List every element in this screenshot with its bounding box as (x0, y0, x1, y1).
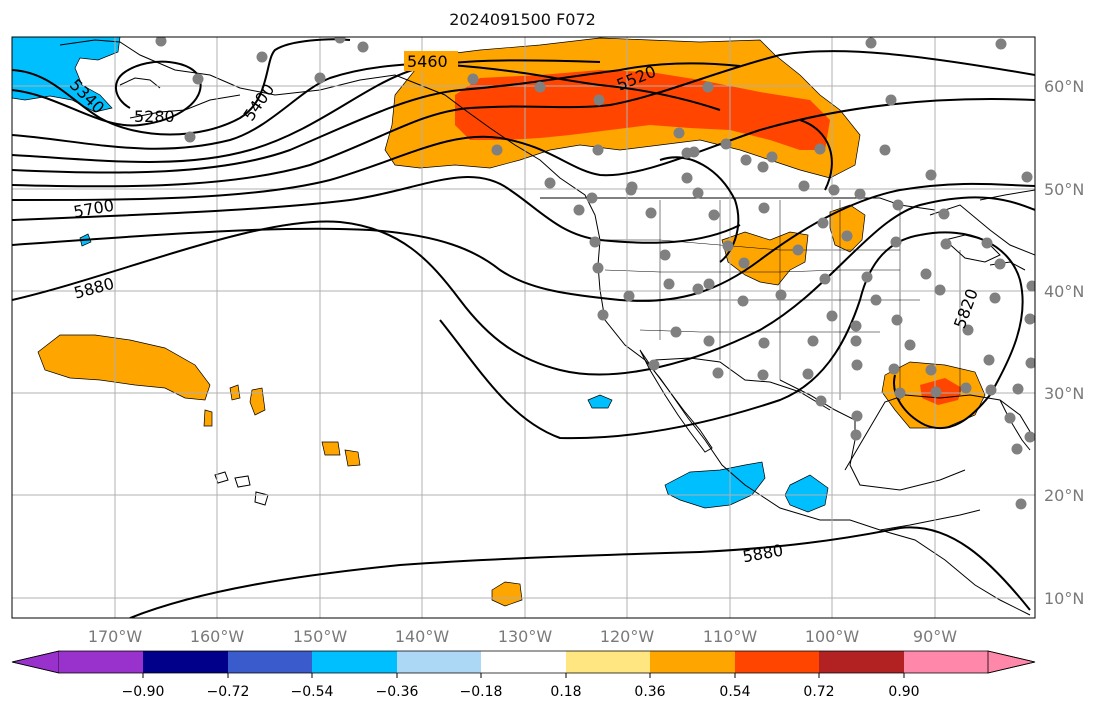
contour-label-5460: 5460 (407, 52, 448, 71)
colorbar-segment (228, 651, 312, 673)
contour-5340 (12, 38, 351, 136)
colorbar-segment (904, 651, 988, 673)
colorbar-segment (566, 651, 650, 673)
height-contour-layer (12, 38, 1035, 618)
colorbar-tick-label: 0.36 (634, 684, 665, 700)
contour-label-5280: 5280 (134, 107, 175, 126)
lon-label-170w: 170°W (88, 627, 143, 646)
lon-label-140w: 140°W (395, 627, 450, 646)
lat-label-40: 40°N (1044, 282, 1084, 301)
lon-label-130w: 130°W (498, 627, 553, 646)
contour-5520 (12, 62, 741, 174)
longitude-labels: 170°W 160°W 150°W 140°W 130°W 120°W 110°… (88, 627, 957, 646)
contour-5880-south (129, 526, 1031, 618)
lon-label-100w: 100°W (805, 627, 860, 646)
colorbar-tick-label: 0.54 (719, 684, 750, 700)
lat-label-20: 20°N (1044, 486, 1084, 505)
lon-label-160w: 160°W (190, 627, 245, 646)
colorbar-tick-label: −0.90 (122, 684, 165, 700)
map-panel: 5460 5520 5340 5280 5400 5700 5880 5880 … (12, 37, 1035, 618)
negative-anomaly-alaska (12, 37, 121, 113)
graticule (12, 37, 1035, 618)
lat-label-10: 10°N (1044, 589, 1084, 608)
lon-label-110w: 110°W (703, 627, 758, 646)
lat-label-50: 50°N (1044, 180, 1084, 199)
colorbar-tick-label: 0.90 (888, 684, 919, 700)
contour-5400 (12, 62, 721, 150)
positive-anomaly-canada-core (455, 70, 830, 150)
contour-5460 (12, 59, 601, 163)
anomaly-fill-layer (12, 37, 986, 607)
lat-label-30: 30°N (1044, 384, 1084, 403)
colorbar-segment (143, 651, 228, 673)
colorbar-min-arrow (11, 650, 60, 674)
colorbar-segment (650, 651, 735, 673)
negative-anomaly-mexico-west (664, 461, 766, 509)
colorbar-tick-label: −0.36 (376, 684, 419, 700)
lat-label-60: 60°N (1044, 77, 1084, 96)
latitude-labels: 60°N 50°N 40°N 30°N 20°N 10°N (1044, 77, 1084, 608)
colorbar-segment (312, 651, 397, 673)
colorbar-segment (397, 651, 481, 673)
colorbar-tick-label: −0.54 (291, 684, 334, 700)
colorbar-tick-label: −0.18 (460, 684, 503, 700)
colorbar-tick-label: 0.18 (550, 684, 581, 700)
colorbar-segment (735, 651, 819, 673)
lon-label-90w: 90°W (913, 627, 957, 646)
state-border-layer (600, 200, 961, 400)
positive-anomaly-plains (829, 204, 866, 253)
contour-5700 (12, 176, 741, 244)
negative-anomaly-mexico-east (784, 474, 829, 513)
contour-5880 (12, 196, 1035, 376)
map-frame (11, 36, 1036, 619)
lon-label-120w: 120°W (600, 627, 655, 646)
colorbar-tick-label: −0.72 (207, 684, 250, 700)
colorbar-segment (819, 651, 904, 673)
colorbar: −0.90 −0.72 −0.54 −0.36 −0.18 0.18 0.36 … (11, 650, 1036, 700)
colorbar-segment (481, 651, 566, 673)
colorbar-max-arrow (987, 650, 1036, 674)
colorbar-segment (59, 651, 143, 673)
station-markers (155, 37, 1035, 510)
lon-label-150w: 150°W (293, 627, 348, 646)
contour-5820 (893, 231, 1024, 430)
colorbar-tick-label: 0.72 (803, 684, 834, 700)
map-title: 2024091500 F072 (449, 10, 596, 29)
contour-5280 (12, 60, 202, 127)
positive-anomaly-hawaii (37, 334, 211, 401)
